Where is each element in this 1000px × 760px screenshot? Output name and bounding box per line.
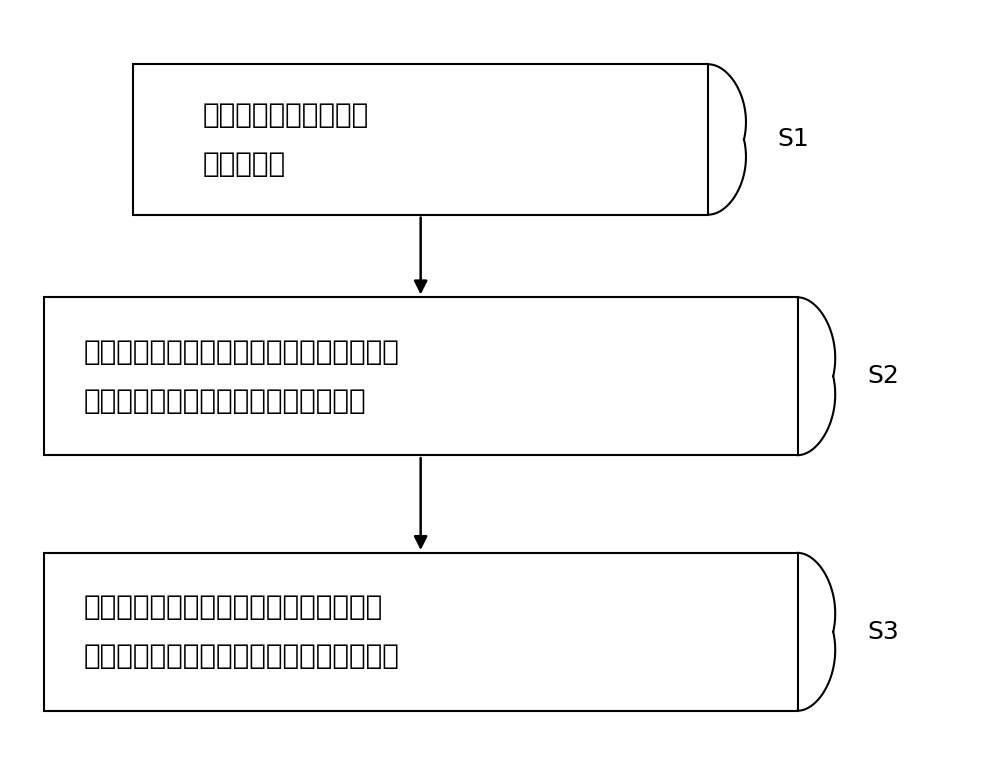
Text: 注塑成型，将模具安装在注塑机上进行注: 注塑成型，将模具安装在注塑机上进行注 <box>84 594 383 622</box>
Text: 锯齿面加工，采用慢走丝方式在模具上加工: 锯齿面加工，采用慢走丝方式在模具上加工 <box>84 337 399 366</box>
Bar <box>44 553 798 711</box>
Text: S2: S2 <box>867 364 899 388</box>
Text: S1: S1 <box>778 128 809 151</box>
Text: S3: S3 <box>867 620 899 644</box>
Text: 形成锯齿面，并对锯齿面完成粗化加工: 形成锯齿面，并对锯齿面完成粗化加工 <box>84 387 366 415</box>
Text: 塑，然后冷却成型得到锯齿面粗化的导光板: 塑，然后冷却成型得到锯齿面粗化的导光板 <box>84 642 399 670</box>
Text: 模具加工，根据图纸要: 模具加工，根据图纸要 <box>203 101 369 129</box>
Text: 求加工模具: 求加工模具 <box>203 150 286 178</box>
Bar <box>133 65 708 214</box>
Bar <box>44 297 798 455</box>
